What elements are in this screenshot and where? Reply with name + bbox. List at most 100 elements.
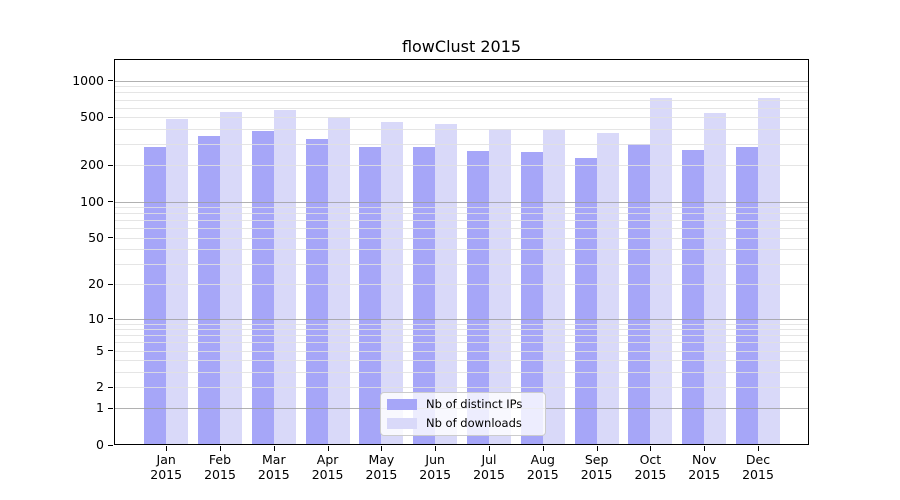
gridline-400 bbox=[114, 128, 809, 130]
legend-item-downloads: Nb of downloads bbox=[387, 417, 537, 430]
legend-label-downloads: Nb of downloads bbox=[426, 416, 522, 430]
x-tick-label-dec: Dec 2015 bbox=[728, 452, 788, 482]
x-tick-year-aug: 2015 bbox=[526, 467, 559, 482]
x-tick-label-aug: Aug 2015 bbox=[513, 452, 573, 482]
x-tick-mark-nov bbox=[704, 446, 706, 451]
bar-downloads-apr bbox=[327, 116, 350, 445]
y-tick-label-500: 500 bbox=[80, 109, 104, 125]
gridline-50 bbox=[114, 237, 809, 239]
x-tick-year-jan: 2015 bbox=[150, 467, 183, 482]
legend-swatch-downloads bbox=[387, 418, 417, 429]
y-tick-mark-5 bbox=[108, 350, 113, 352]
gridline-80 bbox=[114, 213, 809, 215]
legend-label-distinct-ips: Nb of distinct IPs bbox=[426, 397, 523, 411]
bar-downloads-may bbox=[381, 122, 404, 445]
bar-downloads-jan bbox=[166, 119, 189, 445]
y-tick-label-2: 2 bbox=[96, 379, 104, 395]
gridline-4 bbox=[114, 360, 809, 362]
bar-downloads-sep bbox=[596, 132, 619, 445]
gridline-500 bbox=[114, 117, 809, 119]
x-tick-month-feb: Feb bbox=[208, 452, 232, 467]
y-tick-label-1000: 1000 bbox=[72, 72, 104, 88]
x-tick-year-dec: 2015 bbox=[742, 467, 774, 482]
x-tick-year-jul: 2015 bbox=[473, 467, 505, 482]
gridline-40 bbox=[114, 249, 809, 251]
x-tick-label-oct: Oct 2015 bbox=[620, 452, 680, 482]
bar-downloads-jul bbox=[489, 129, 511, 445]
x-tick-month-sep: Sep bbox=[584, 452, 609, 467]
x-tick-year-may: 2015 bbox=[365, 467, 398, 482]
x-tick-label-sep: Sep 2015 bbox=[567, 452, 627, 482]
x-tick-mark-jul bbox=[489, 446, 490, 451]
bar-distinct-ips-aug bbox=[520, 152, 543, 445]
bar-distinct-ips-oct bbox=[628, 144, 651, 445]
x-tick-label-apr: Apr 2015 bbox=[298, 452, 358, 482]
x-tick-label-jul: Jul 2015 bbox=[459, 452, 519, 482]
gridline-70 bbox=[114, 220, 809, 222]
bar-downloads-oct bbox=[650, 97, 673, 445]
x-tick-mark-jan bbox=[166, 446, 168, 451]
gridline-90 bbox=[114, 207, 809, 209]
bar-distinct-ips-jan bbox=[144, 147, 167, 445]
gridline-30 bbox=[114, 263, 809, 265]
bar-downloads-feb bbox=[220, 111, 242, 445]
x-tick-mark-oct bbox=[650, 446, 652, 451]
y-tick-mark-20 bbox=[108, 283, 113, 285]
x-tick-month-jul: Jul bbox=[481, 452, 497, 467]
x-tick-year-oct: 2015 bbox=[634, 467, 667, 482]
legend-swatch-distinct-ips bbox=[387, 399, 417, 410]
bars-layer bbox=[114, 59, 809, 445]
x-tick-year-feb: 2015 bbox=[204, 467, 236, 482]
gridline-700 bbox=[114, 99, 809, 101]
bar-downloads-mar bbox=[273, 110, 296, 445]
x-tick-mark-jun bbox=[435, 446, 437, 451]
x-tick-label-jun: Jun 2015 bbox=[405, 452, 465, 482]
bar-downloads-nov bbox=[704, 113, 727, 445]
y-tick-mark-50 bbox=[108, 237, 113, 239]
gridline-800 bbox=[114, 92, 809, 94]
y-tick-mark-200 bbox=[108, 164, 113, 166]
bar-downloads-aug bbox=[542, 130, 565, 445]
bar-distinct-ips-dec bbox=[736, 146, 758, 445]
x-tick-month-dec: Dec bbox=[745, 452, 771, 467]
gridline-20 bbox=[114, 284, 809, 286]
y-tick-mark-0 bbox=[108, 444, 113, 446]
chart-title: flowClust 2015 bbox=[401, 37, 522, 56]
y-tick-label-20: 20 bbox=[88, 276, 104, 292]
bar-distinct-ips-apr bbox=[305, 139, 328, 445]
gridline-6 bbox=[114, 342, 809, 344]
x-tick-mark-may bbox=[381, 446, 383, 451]
x-tick-label-mar: Mar 2015 bbox=[244, 452, 304, 482]
gridline-60 bbox=[114, 228, 809, 230]
y-tick-mark-1 bbox=[108, 407, 113, 409]
gridline-7 bbox=[114, 335, 809, 337]
x-tick-month-may: May bbox=[368, 452, 395, 467]
x-tick-month-aug: Aug bbox=[530, 452, 555, 467]
y-tick-label-200: 200 bbox=[80, 157, 104, 173]
y-tick-label-10: 10 bbox=[88, 310, 104, 326]
x-tick-label-jan: Jan 2015 bbox=[136, 452, 196, 482]
gridline-9 bbox=[114, 323, 809, 325]
bar-downloads-dec bbox=[758, 98, 780, 445]
gridline-300 bbox=[114, 144, 809, 146]
x-tick-year-jun: 2015 bbox=[419, 467, 452, 482]
gridline-200 bbox=[114, 165, 809, 167]
y-tick-mark-100 bbox=[108, 201, 113, 203]
x-tick-mark-mar bbox=[273, 446, 275, 451]
x-tick-mark-apr bbox=[327, 446, 329, 451]
y-tick-mark-1000 bbox=[108, 80, 113, 82]
gridline-900 bbox=[114, 86, 809, 88]
x-tick-label-may: May 2015 bbox=[351, 452, 411, 482]
x-tick-year-nov: 2015 bbox=[688, 467, 721, 482]
gridline-3 bbox=[114, 371, 809, 373]
y-tick-mark-2 bbox=[108, 386, 113, 388]
y-tick-label-0: 0 bbox=[96, 437, 104, 452]
x-tick-year-sep: 2015 bbox=[580, 467, 613, 482]
bar-distinct-ips-nov bbox=[682, 150, 705, 445]
x-tick-mark-sep bbox=[596, 446, 598, 451]
bar-distinct-ips-sep bbox=[574, 157, 597, 445]
y-tick-label-100: 100 bbox=[80, 193, 104, 209]
x-tick-month-mar: Mar bbox=[262, 452, 286, 467]
plot-area bbox=[114, 59, 809, 445]
